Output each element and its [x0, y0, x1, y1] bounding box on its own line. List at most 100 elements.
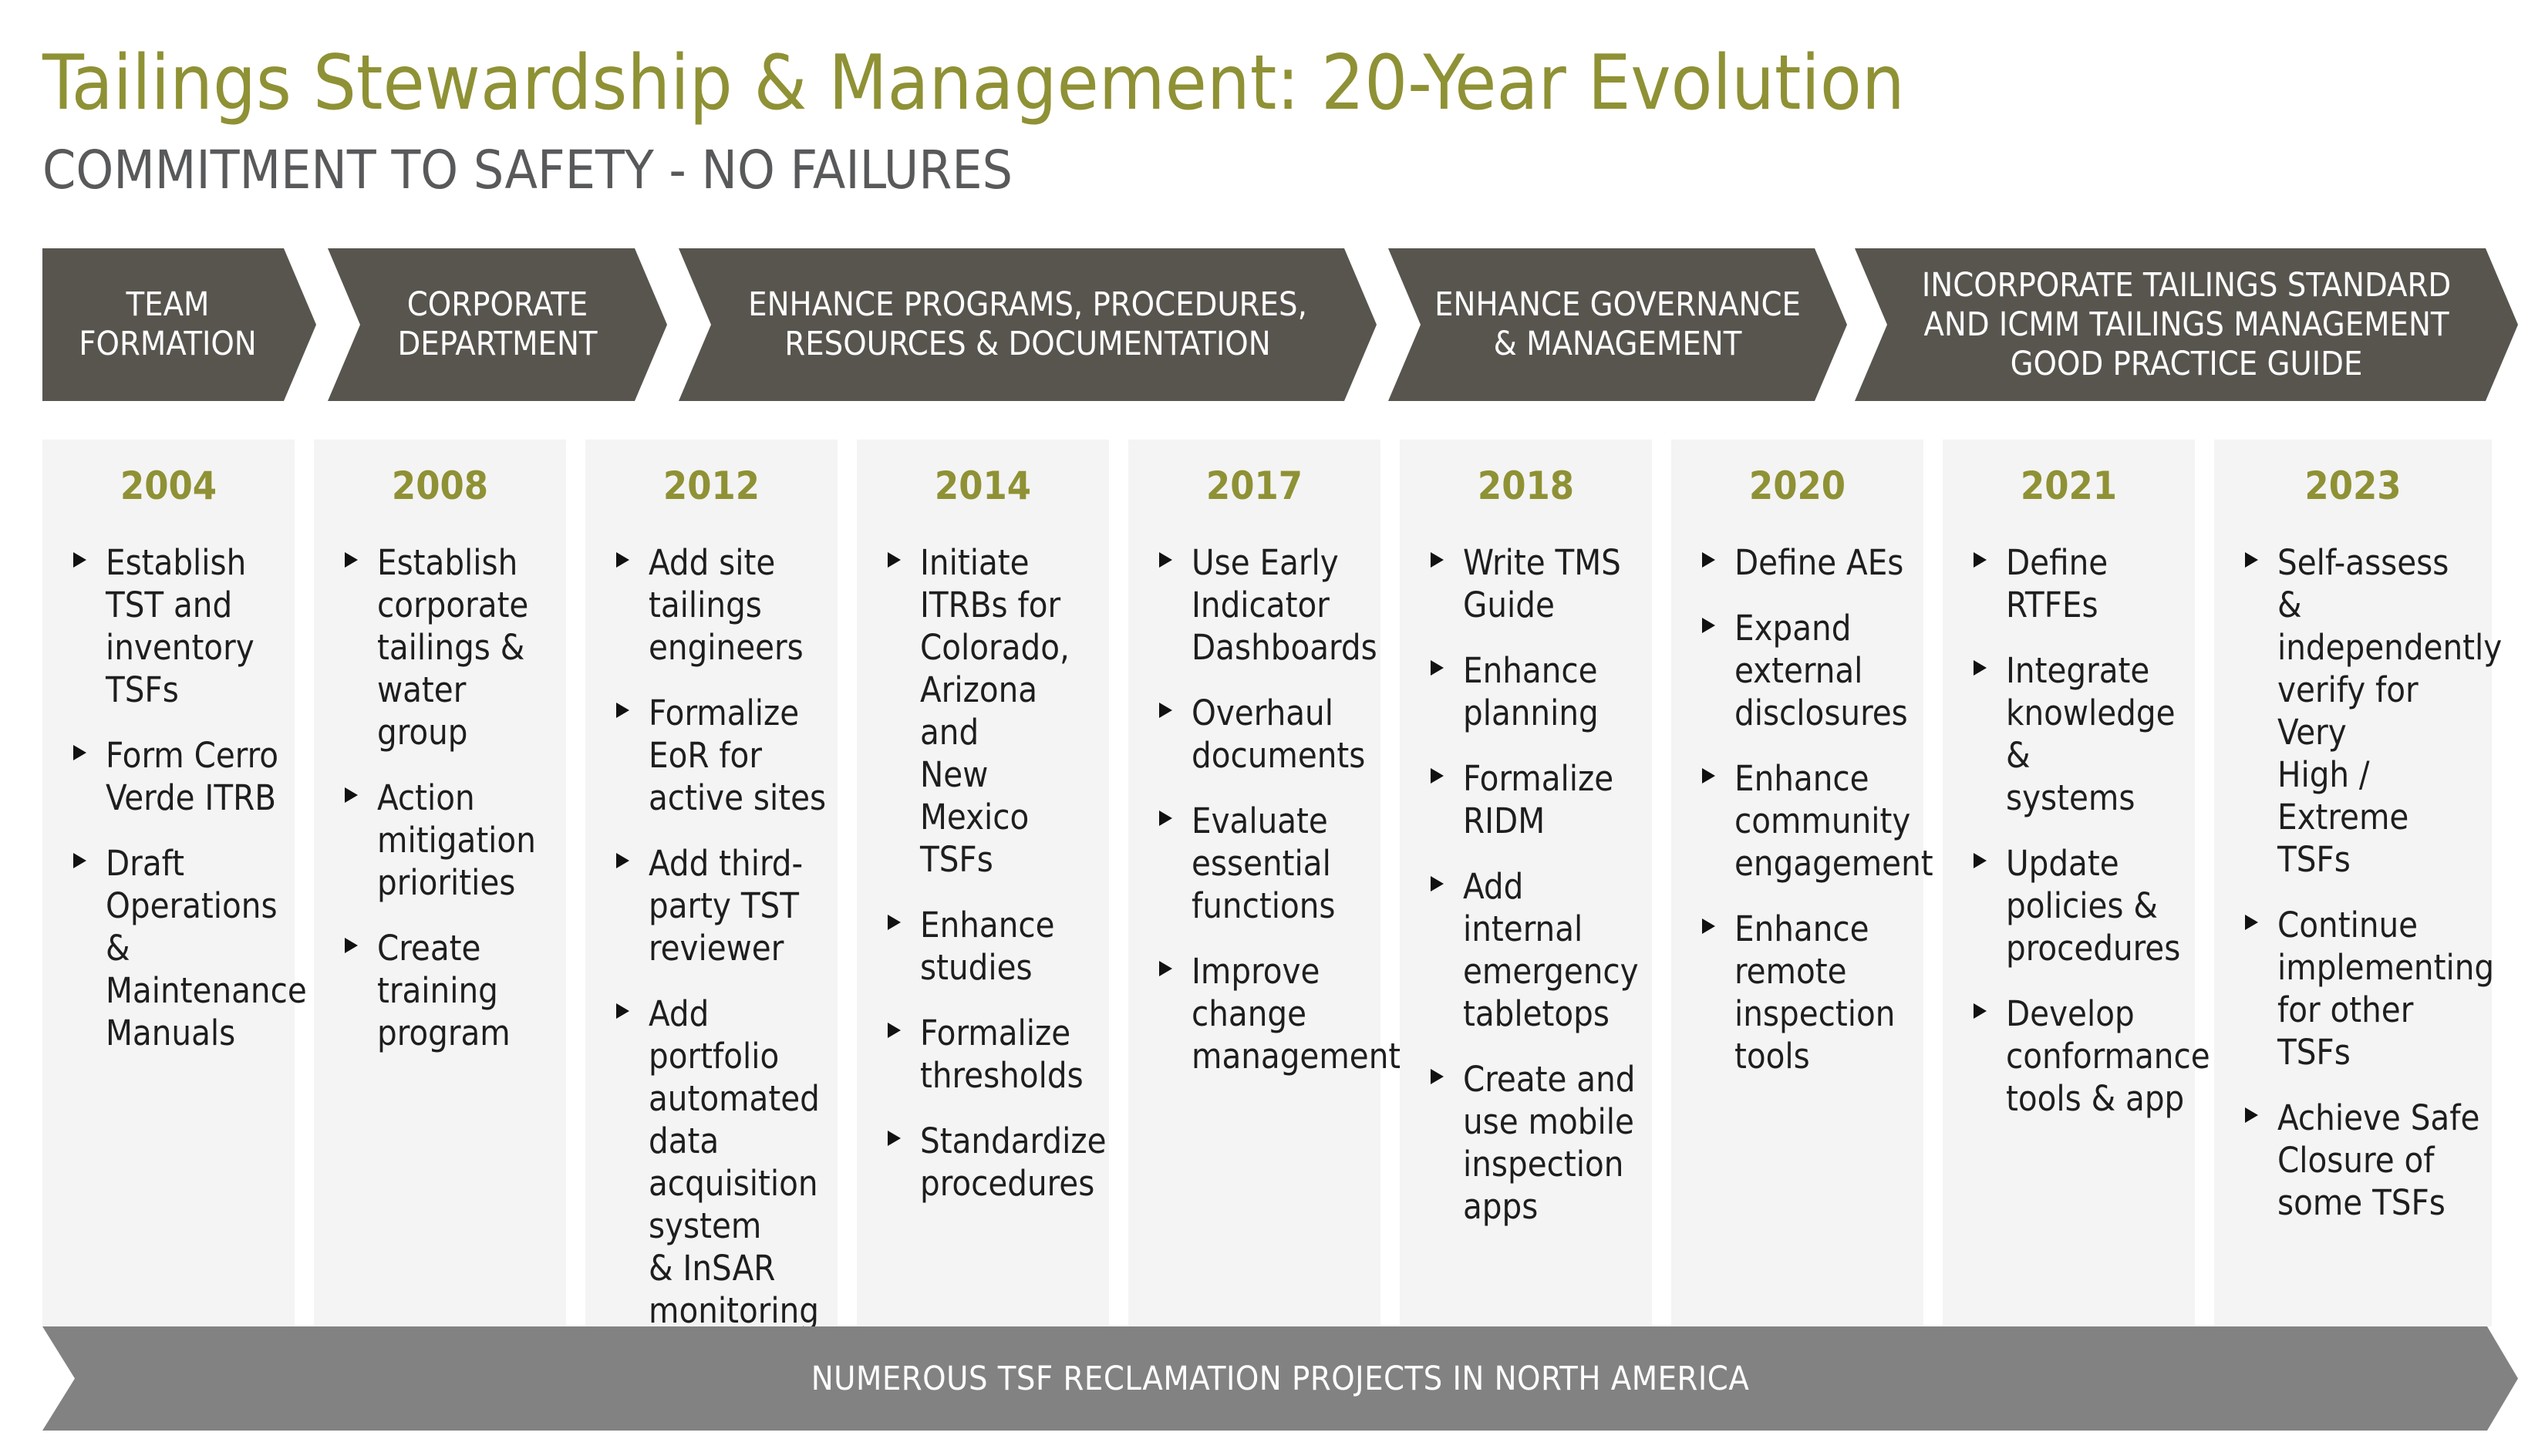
milestone-list: Use Early Indicator Dashboards Overhaul d… [1128, 541, 1401, 1077]
triangle-bullet-icon [1159, 961, 1172, 976]
milestone-text: Enhance studies [920, 905, 1055, 988]
milestone-text: Evaluate essential functions [1192, 800, 1336, 926]
milestone-text: Add portfolio automated data acquisition… [649, 993, 820, 1331]
triangle-bullet-icon [616, 1003, 629, 1019]
year-label: 2014 [934, 463, 1032, 508]
year-column: 2008 Establish corporate tailings & water… [314, 440, 566, 1326]
year-column: 2023 Self-assess & independently verify f… [2214, 440, 2502, 1326]
phase-label: CORPORATE DEPARTMENT [397, 285, 598, 363]
milestone-text: Enhance remote inspection tools [1734, 908, 1896, 1077]
triangle-bullet-icon [73, 745, 86, 760]
triangle-bullet-icon [345, 552, 358, 568]
milestone-list: Add site tailings engineers Formalize EoR… [585, 541, 838, 1332]
milestone-text: Define RTFEs [2006, 542, 2108, 625]
milestone-item: Enhance community engagement [1671, 757, 1933, 885]
phase-label: TEAM FORMATION [79, 285, 257, 363]
triangle-bullet-icon [1159, 552, 1172, 568]
banner-label: NUMEROUS TSF RECLAMATION PROJECTS IN NOR… [811, 1359, 1750, 1398]
milestone-text: Create training program [377, 928, 511, 1053]
milestone-list: Write TMS Guide Enhance planning Formalize… [1400, 541, 1652, 1228]
milestone-item: Standardize procedures [857, 1120, 1107, 1205]
phase-label: ENHANCE PROGRAMS, PROCEDURES, RESOURCES … [748, 285, 1307, 363]
triangle-bullet-icon [616, 552, 629, 568]
triangle-bullet-icon [1431, 1069, 1444, 1084]
year-column: 2012 Add site tailings engineers Formalize… [585, 440, 838, 1331]
milestone-item: Continue implementing for other TSFs [2214, 904, 2494, 1073]
milestone-text: Action mitigation priorities [377, 777, 536, 903]
phase-label: ENHANCE GOVERNANCE & MANAGEMENT [1434, 285, 1801, 363]
phase-chevron: ENHANCE PROGRAMS, PROCEDURES, RESOURCES … [679, 248, 1377, 401]
year-label: 2021 [2020, 463, 2118, 508]
milestone-text: Initiate ITRBs for Colorado, Arizona and… [920, 542, 1070, 880]
milestone-item: Establish TST and inventory TSFs [42, 541, 285, 711]
milestone-item: Develop conformance tools & app [1943, 993, 2210, 1120]
triangle-bullet-icon [1159, 703, 1172, 718]
milestone-text: Add third- party TST reviewer [649, 843, 804, 969]
reclamation-banner: NUMEROUS TSF RECLAMATION PROJECTS IN NOR… [42, 1326, 2518, 1431]
milestone-item: Formalize RIDM [1400, 757, 1643, 842]
milestone-item: Improve change management [1128, 950, 1401, 1077]
milestone-item: Add portfolio automated data acquisition… [585, 993, 828, 1332]
milestone-item: Define AEs [1671, 541, 1914, 584]
milestone-list: Define RTFEs Integrate knowledge & system… [1943, 541, 2210, 1120]
phase-chevron: INCORPORATE TAILINGS STANDARD AND ICMM T… [1855, 248, 2518, 401]
milestone-item: Enhance remote inspection tools [1671, 908, 1914, 1077]
triangle-bullet-icon [1974, 853, 1987, 868]
milestone-text: Define AEs [1734, 542, 1904, 583]
triangle-bullet-icon [888, 552, 901, 568]
milestone-item: Initiate ITRBs for Colorado, Arizona and… [857, 541, 1100, 881]
milestone-text: Establish TST and inventory TSFs [106, 542, 254, 710]
milestone-item: Establish corporate tailings & water gro… [314, 541, 557, 753]
milestone-text: Write TMS Guide [1463, 542, 1621, 625]
milestone-text: Enhance planning [1463, 650, 1599, 733]
milestone-list: Establish TST and inventory TSFs Form Cer… [42, 541, 307, 1054]
triangle-bullet-icon [2245, 1107, 2258, 1123]
milestone-list: Establish corporate tailings & water gro… [314, 541, 566, 1054]
triangle-bullet-icon [1702, 618, 1715, 633]
milestone-text: Establish corporate tailings & water gro… [377, 542, 529, 753]
milestone-text: Expand external disclosures [1734, 608, 1908, 733]
milestone-text: Draft Operations & Maintenance Manuals [106, 843, 307, 1053]
page-title: Tailings Stewardship & Management: 20-Ye… [42, 39, 1905, 127]
milestone-text: Formalize EoR for active sites [649, 693, 827, 818]
milestone-item: Action mitigation priorities [314, 777, 557, 904]
milestone-item: Create and use mobile inspection apps [1400, 1058, 1643, 1228]
milestone-item: Formalize thresholds [857, 1012, 1100, 1097]
triangle-bullet-icon [1702, 552, 1715, 568]
milestone-item: Integrate knowledge & systems [1943, 649, 2186, 819]
milestone-item: Use Early Indicator Dashboards [1128, 541, 1377, 669]
triangle-bullet-icon [73, 552, 86, 568]
milestone-text: Formalize thresholds [920, 1013, 1084, 1096]
milestone-item: Expand external disclosures [1671, 607, 1914, 734]
year-column: 2014 Initiate ITRBs for Colorado, Arizona… [857, 440, 1109, 1326]
triangle-bullet-icon [345, 787, 358, 803]
milestone-list: Initiate ITRBs for Colorado, Arizona and… [857, 541, 1109, 1205]
milestone-text: Overhaul documents [1192, 693, 1366, 776]
triangle-bullet-icon [1974, 660, 1987, 676]
year-column: 2020 Define AEs Expand external disclosure… [1671, 440, 1933, 1326]
triangle-bullet-icon [1431, 876, 1444, 891]
milestone-item: Add third- party TST reviewer [585, 842, 828, 969]
milestone-item: Formalize EoR for active sites [585, 692, 828, 819]
milestone-list: Define AEs Expand external disclosures Enh… [1671, 541, 1933, 1077]
year-column: 2021 Define RTFEs Integrate knowledge & sy… [1943, 440, 2210, 1326]
triangle-bullet-icon [888, 1131, 901, 1146]
triangle-bullet-icon [345, 938, 358, 953]
triangle-bullet-icon [2245, 915, 2258, 930]
triangle-bullet-icon [1431, 552, 1444, 568]
page-subtitle: COMMITMENT TO SAFETY - NO FAILURES [42, 140, 1013, 201]
milestone-text: Create and use mobile inspection apps [1463, 1059, 1636, 1227]
year-label: 2004 [120, 463, 217, 508]
triangle-bullet-icon [1431, 660, 1444, 676]
milestone-item: Self-assess & independently verify for V… [2214, 541, 2502, 881]
milestone-item: Evaluate essential functions [1128, 800, 1371, 927]
milestone-text: Improve change management [1192, 951, 1401, 1077]
milestone-text: Use Early Indicator Dashboards [1192, 542, 1377, 668]
year-label: 2017 [1205, 463, 1303, 508]
phase-label: INCORPORATE TAILINGS STANDARD AND ICMM T… [1921, 265, 2452, 383]
milestone-item: Define RTFEs [1943, 541, 2186, 626]
year-label: 2018 [1477, 463, 1575, 508]
milestone-text: Achieve Safe Closure of some TSFs [2277, 1097, 2480, 1223]
milestone-item: Add internal emergency tabletops [1400, 865, 1643, 1035]
triangle-bullet-icon [888, 1023, 901, 1038]
